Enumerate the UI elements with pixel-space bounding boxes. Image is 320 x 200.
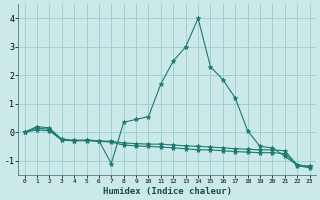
X-axis label: Humidex (Indice chaleur): Humidex (Indice chaleur) [103,187,232,196]
